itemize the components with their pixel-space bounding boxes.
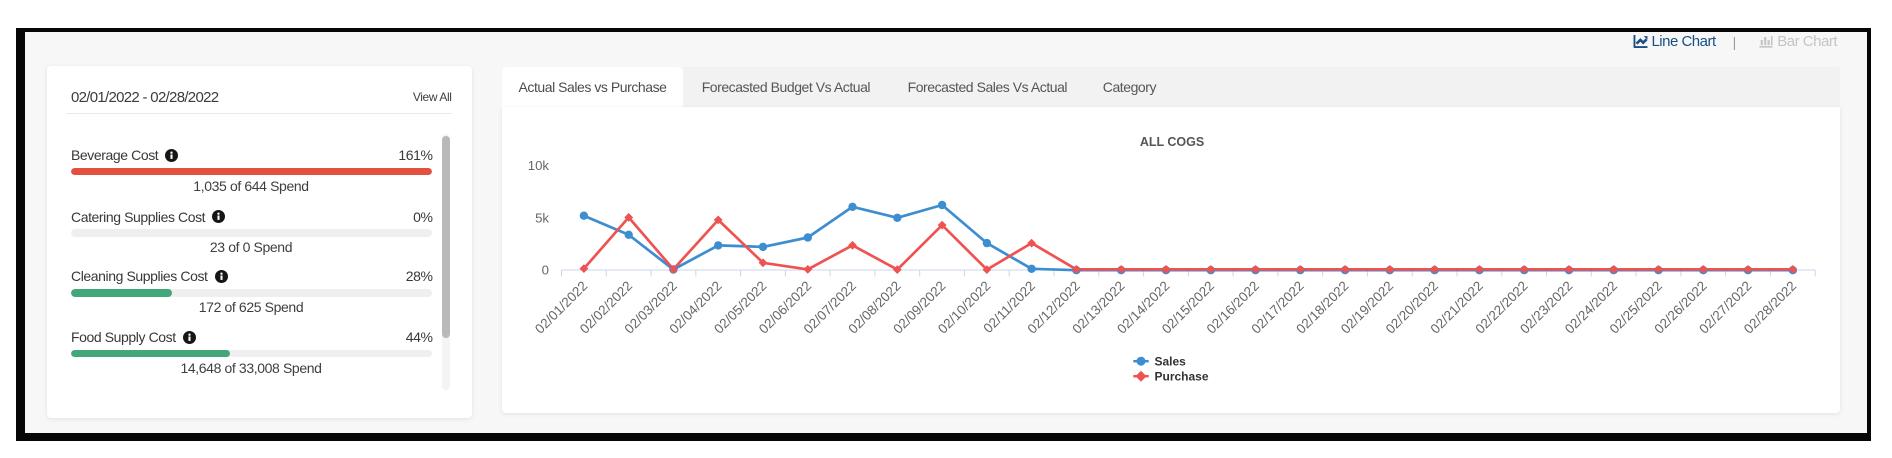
svg-text:10k: 10k [528,158,550,173]
svg-text:Sales: Sales [1155,354,1187,368]
svg-text:0: 0 [542,263,549,278]
svg-text:5k: 5k [535,210,549,225]
svg-text:Purchase: Purchase [1155,369,1209,383]
svg-text:ALL COGS: ALL COGS [1140,135,1204,149]
